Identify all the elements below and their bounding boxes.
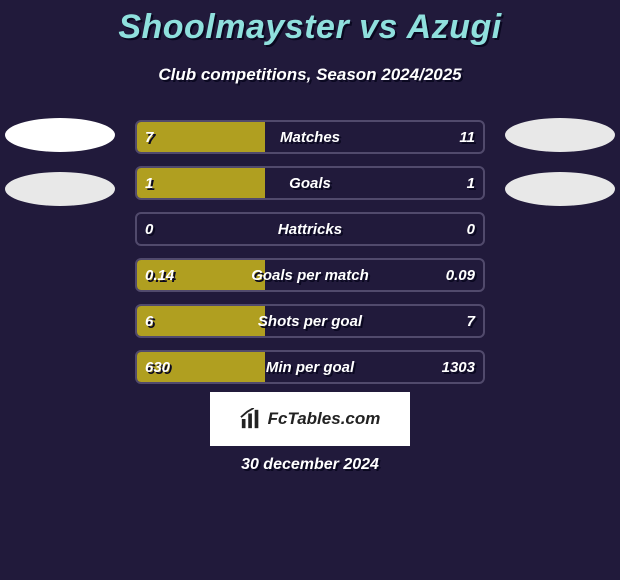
decorative-ellipse	[5, 172, 115, 206]
date-text: 30 december 2024	[0, 456, 620, 474]
decorative-ellipse	[505, 172, 615, 206]
stat-row: 00Hattricks	[135, 212, 485, 246]
decorative-ellipse	[505, 118, 615, 152]
stat-label: Goals	[135, 166, 485, 200]
stat-row: 67Shots per goal	[135, 304, 485, 338]
page-title: Shoolmayster vs Azugi	[0, 0, 620, 47]
stat-row: 711Matches	[135, 120, 485, 154]
stats-container: 711Matches 11Goals 00Hattricks 0.140.09Goal…	[0, 120, 620, 396]
source-logo-text: FcTables.com	[268, 409, 381, 429]
stat-label: Hattricks	[135, 212, 485, 246]
source-logo: FcTables.com	[210, 392, 410, 446]
stat-row: 6301303Min per goal	[135, 350, 485, 384]
page-subtitle: Club competitions, Season 2024/2025	[0, 65, 620, 85]
stat-label: Goals per match	[135, 258, 485, 292]
stat-label: Matches	[135, 120, 485, 154]
stat-label: Min per goal	[135, 350, 485, 384]
stat-label: Shots per goal	[135, 304, 485, 338]
chart-icon	[240, 408, 262, 430]
decorative-ellipse	[5, 118, 115, 152]
stat-row: 11Goals	[135, 166, 485, 200]
stat-row: 0.140.09Goals per match	[135, 258, 485, 292]
